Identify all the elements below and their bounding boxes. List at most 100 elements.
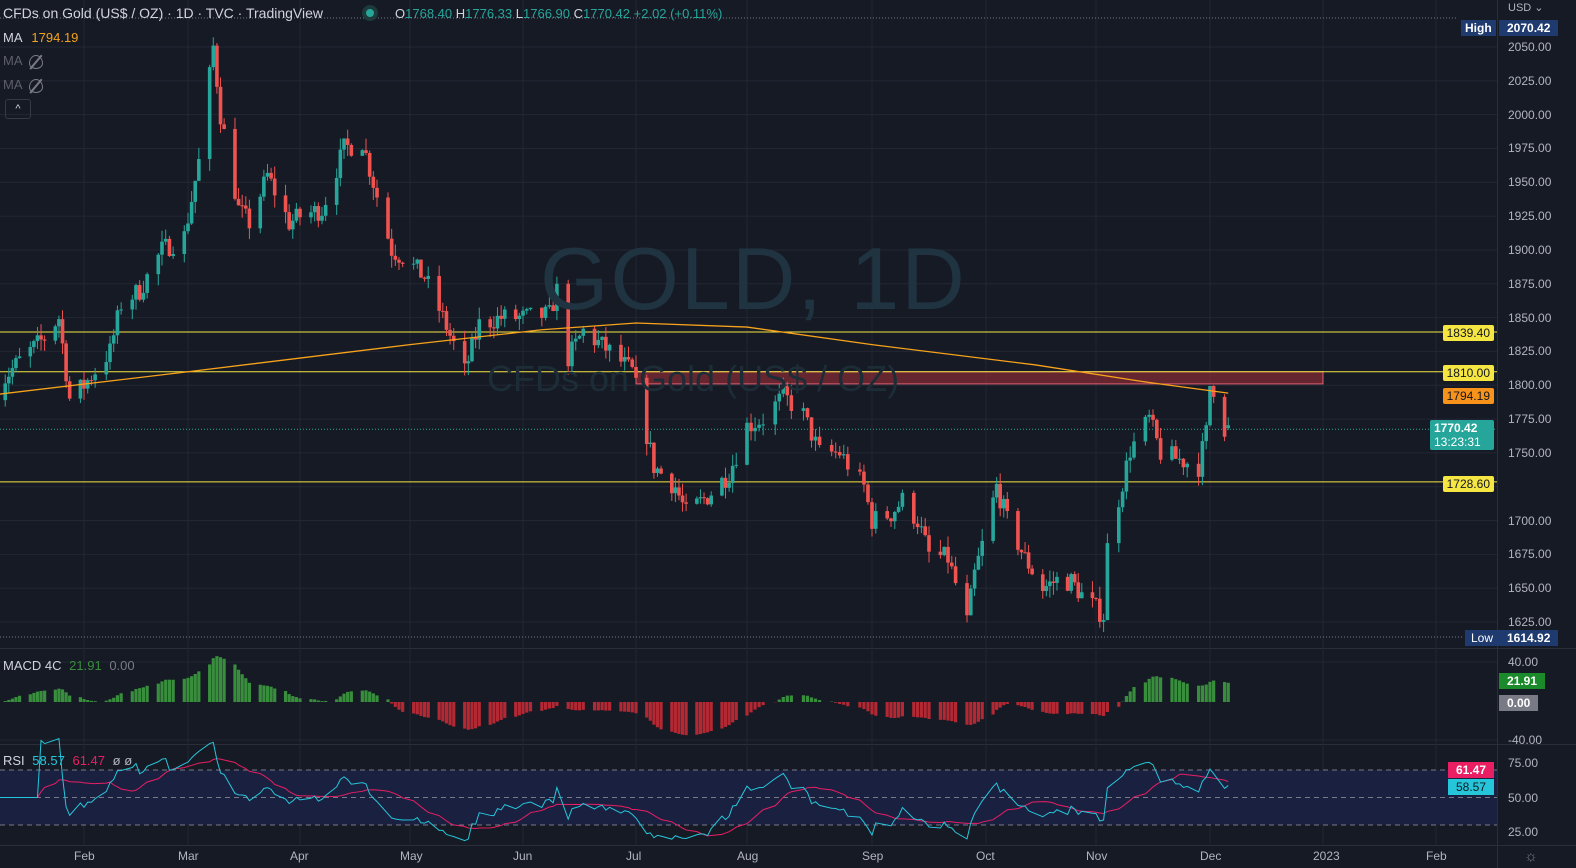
candle <box>411 263 416 265</box>
candle <box>927 535 931 552</box>
macd-bar <box>28 694 32 702</box>
candle <box>375 187 379 198</box>
ma3-legend[interactable]: MA <box>3 77 43 93</box>
candle <box>1101 620 1106 622</box>
candle <box>900 492 905 507</box>
candle <box>1120 491 1125 508</box>
macd-bar <box>10 698 14 702</box>
macd-bar <box>364 690 368 702</box>
candle <box>32 341 36 348</box>
candle <box>182 231 187 254</box>
candle <box>400 262 405 264</box>
macd-bar <box>626 702 631 712</box>
candle <box>723 477 728 488</box>
candle <box>222 124 226 129</box>
macd-bar <box>78 697 83 702</box>
candle <box>1065 576 1070 591</box>
candle <box>1023 552 1027 554</box>
candle <box>1185 463 1189 468</box>
macd-bar <box>1128 691 1132 702</box>
candle <box>528 307 533 310</box>
macd-bar <box>540 702 544 711</box>
time-tick: 2023 <box>1313 849 1340 863</box>
candle <box>1019 549 1024 553</box>
candle <box>39 335 43 340</box>
price-tick: 1650.00 <box>1508 581 1552 596</box>
market-open-icon <box>366 9 374 17</box>
settings-gear-icon[interactable]: ☼ <box>1524 848 1538 865</box>
candle <box>67 381 72 399</box>
macd-bar <box>138 688 142 702</box>
macd-bar <box>777 699 781 702</box>
candle <box>829 444 834 452</box>
candle <box>422 277 427 279</box>
time-tick: Feb <box>74 849 95 863</box>
level-1728-tag: 1728.60 <box>1442 476 1494 492</box>
symbol-title[interactable]: CFDs on Gold (US$ / OZ) · 1D · TVC · Tra… <box>3 5 324 21</box>
time-tick: Feb <box>1426 849 1447 863</box>
candle <box>488 319 492 328</box>
candle <box>316 206 321 221</box>
candle <box>540 307 544 318</box>
macd-bar <box>349 691 353 702</box>
macd-bar <box>517 702 521 716</box>
macd-bar <box>269 686 273 702</box>
time-tick: May <box>400 849 423 863</box>
candle <box>233 128 237 199</box>
ma2-legend[interactable]: MA <box>3 53 43 69</box>
macd-bar <box>294 697 298 702</box>
macd-bar <box>134 688 138 702</box>
macd-bar <box>1069 702 1073 714</box>
macd-bar <box>422 702 427 718</box>
candle <box>93 374 97 381</box>
macd-bar <box>919 702 923 718</box>
rsi-legend[interactable]: RSI 58.57 61.47 ø ø <box>3 753 133 768</box>
candle <box>345 138 350 145</box>
candle <box>950 562 954 567</box>
macd-bar <box>727 702 731 726</box>
macd-bar <box>412 702 416 714</box>
collapse-legend-button[interactable]: ^ <box>5 99 31 119</box>
candle <box>730 465 735 484</box>
candle <box>566 283 570 367</box>
candle <box>53 326 58 341</box>
candle <box>1069 574 1073 591</box>
candle <box>543 306 548 318</box>
macd-bar <box>265 685 270 702</box>
candle <box>272 178 277 196</box>
macd-bar <box>1197 685 1201 702</box>
eye-hidden-icon[interactable] <box>28 54 43 69</box>
macd-bar <box>193 673 197 702</box>
macd-bar <box>866 702 870 712</box>
macd-bar <box>723 702 728 727</box>
macd-bar <box>670 702 674 732</box>
macd-bar <box>93 701 97 702</box>
macd-bar <box>60 689 65 702</box>
macd-bar <box>673 702 677 733</box>
macd-bar <box>441 702 445 722</box>
candle <box>1208 385 1212 426</box>
candle <box>946 546 950 563</box>
macd-bar <box>488 702 492 725</box>
candle <box>495 315 500 329</box>
ma-legend[interactable]: MA 1794.19 <box>3 30 79 45</box>
macd-bar <box>258 684 262 702</box>
macd-legend[interactable]: MACD 4C 21.91 0.00 <box>3 658 135 673</box>
macd-bar <box>514 702 518 717</box>
candle <box>862 471 866 485</box>
eye-hidden-icon[interactable] <box>28 78 43 93</box>
price-tick: 1925.00 <box>1508 209 1552 224</box>
macd-bar <box>233 664 237 702</box>
macd-bar <box>14 697 18 702</box>
macd-bar <box>965 702 969 725</box>
candle <box>1026 552 1031 569</box>
macd-bar <box>368 691 372 702</box>
currency-selector[interactable]: USD ⌄ <box>1508 2 1544 14</box>
macd-bar <box>426 702 430 718</box>
macd-bar <box>734 702 738 721</box>
candle <box>607 344 612 351</box>
macd-bar <box>785 695 789 702</box>
price-tick: 1875.00 <box>1508 276 1552 291</box>
macd-bar <box>916 702 920 718</box>
